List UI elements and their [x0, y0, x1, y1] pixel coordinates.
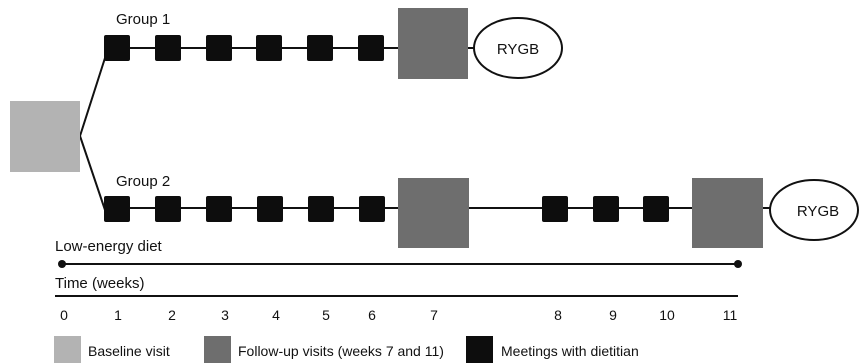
group2-meeting-week-10 — [643, 196, 669, 222]
group1-meeting-week-1 — [104, 35, 130, 61]
group2-rygb-ellipse — [769, 179, 859, 241]
baseline-visit-box — [10, 101, 80, 172]
week-tick-5: 5 — [322, 307, 330, 323]
legend-meetings-swatch — [466, 336, 493, 363]
group1-meeting-week-4 — [256, 35, 282, 61]
group2-meeting-week-1 — [104, 196, 130, 222]
diet-end-dot — [734, 260, 742, 268]
low-energy-diet-label: Low-energy diet — [55, 238, 163, 255]
group2-label: Group 2 — [116, 173, 170, 190]
group1-meeting-week-5 — [307, 35, 333, 61]
group2-meeting-week-4 — [257, 196, 283, 222]
group1-rygb-label: RYGB — [497, 41, 539, 58]
group2-followup-week-11 — [692, 178, 763, 248]
group1-rygb-ellipse — [473, 17, 563, 79]
diet-start-dot — [58, 260, 66, 268]
week-tick-1: 1 — [114, 307, 122, 323]
legend-baseline-label: Baseline visit — [88, 343, 170, 359]
group2-followup-week-7 — [398, 178, 469, 248]
week-tick-8: 8 — [554, 307, 562, 323]
legend-followup-swatch — [204, 336, 231, 363]
week-tick-11: 11 — [723, 307, 738, 323]
group1-label: Group 1 — [116, 11, 170, 28]
legend-followup-label: Follow-up visits (weeks 7 and 11) — [238, 343, 444, 359]
week-tick-7: 7 — [430, 307, 438, 323]
legend-baseline-swatch — [54, 336, 81, 363]
group1-followup-week-7 — [398, 8, 468, 79]
group1-meeting-week-2 — [155, 35, 181, 61]
group2-rygb-label: RYGB — [797, 203, 839, 220]
group2-meeting-week-9 — [593, 196, 619, 222]
group1-meeting-week-6 — [358, 35, 384, 61]
week-tick-4: 4 — [272, 307, 280, 323]
week-tick-3: 3 — [221, 307, 229, 323]
week-tick-2: 2 — [168, 307, 176, 323]
group2-meeting-week-6 — [359, 196, 385, 222]
group2-meeting-week-3 — [206, 196, 232, 222]
week-tick-6: 6 — [368, 307, 376, 323]
time-axis-label: Time (weeks) — [55, 275, 144, 292]
group2-meeting-week-2 — [155, 196, 181, 222]
week-tick-0: 0 — [60, 307, 68, 323]
group2-meeting-week-8 — [542, 196, 568, 222]
branch-line-group1 — [79, 57, 128, 137]
week-tick-10: 10 — [659, 307, 675, 323]
week-tick-9: 9 — [609, 307, 617, 323]
legend-meetings-label: Meetings with dietitian — [501, 343, 639, 359]
group2-meeting-week-5 — [308, 196, 334, 222]
group1-meeting-week-3 — [206, 35, 232, 61]
